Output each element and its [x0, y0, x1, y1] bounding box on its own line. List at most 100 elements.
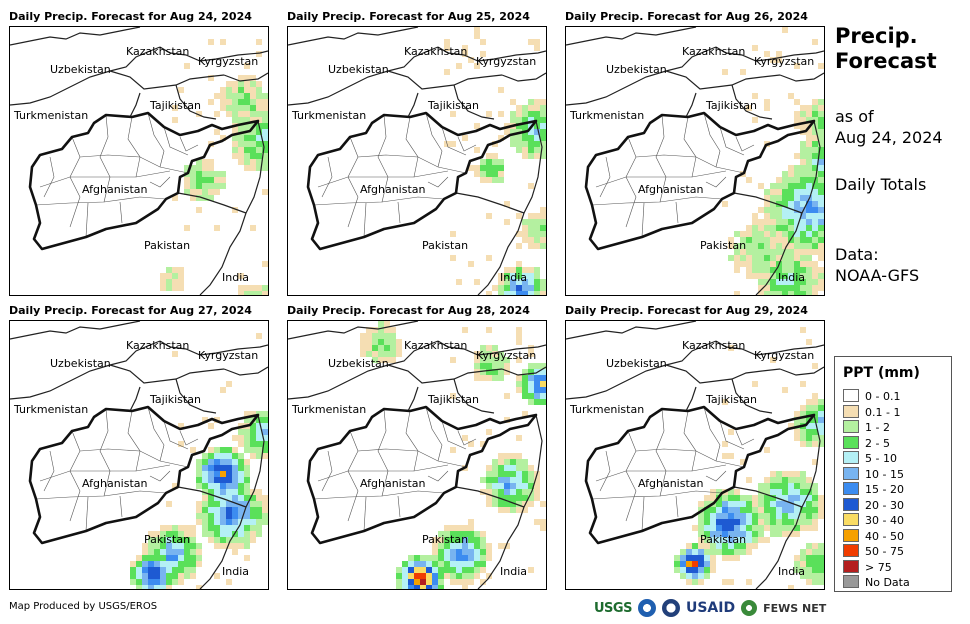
- legend-label: 0.1 - 1: [865, 405, 901, 419]
- credit-text: Map Produced by USGS/EROS: [9, 601, 158, 612]
- province-border: [441, 420, 467, 450]
- province-border: [149, 176, 171, 188]
- country-border: [733, 486, 803, 508]
- country-label-kyrgyzstan: Kyrgyzstan: [476, 55, 536, 68]
- legend-item: 5 - 10: [843, 451, 897, 465]
- legend-item: 50 - 75: [843, 544, 904, 558]
- country-label-uzbekistan: Uzbekistan: [50, 63, 111, 76]
- country-label-kyrgyzstan: Kyrgyzstan: [198, 55, 258, 68]
- legend-label: 10 - 15: [865, 467, 904, 481]
- country-label-kazakhstan: Kazakhstan: [404, 339, 467, 352]
- country-border: [223, 366, 268, 376]
- usaid-logo: USAID: [685, 600, 736, 616]
- province-border: [405, 116, 419, 178]
- country-label-pakistan: Pakistan: [144, 533, 190, 546]
- province-border: [377, 408, 389, 497]
- precip-map: Kazakhstan Kyrgyzstan Uzbekistan Tajikistan…: [287, 320, 547, 590]
- country-label-afghanistan: Afghanistan: [360, 477, 426, 490]
- country-border: [715, 46, 824, 62]
- country-label-kyrgyzstan: Kyrgyzstan: [198, 349, 258, 362]
- country-border: [288, 46, 439, 106]
- country-label-uzbekistan: Uzbekistan: [606, 63, 667, 76]
- country-border: [177, 486, 247, 508]
- country-label-turkmenistan: Turkmenistan: [291, 109, 366, 122]
- country-border: [715, 340, 824, 356]
- province-border: [591, 490, 723, 500]
- province-border: [119, 495, 123, 518]
- country-label-uzbekistan: Uzbekistan: [50, 357, 111, 370]
- country-label-kyrgyzstan: Kyrgyzstan: [476, 349, 536, 362]
- country-label-afghanistan: Afghanistan: [82, 477, 148, 490]
- country-label-india: India: [222, 271, 249, 284]
- precip-map-svg: Kazakhstan Kyrgyzstan Uzbekistan Tajikistan…: [566, 27, 824, 295]
- legend-label: 5 - 10: [865, 452, 897, 465]
- country-border: [477, 120, 543, 295]
- province-border: [43, 156, 55, 198]
- legend-label: 0 - 0.1: [865, 390, 901, 403]
- country-border: [665, 70, 781, 90]
- country-border: [779, 366, 824, 376]
- province-border: [397, 201, 401, 224]
- province-border: [705, 176, 727, 188]
- province-border: [149, 470, 171, 482]
- legend-item: 1 - 2: [843, 420, 890, 434]
- country-border: [437, 46, 546, 62]
- country-border: [10, 321, 141, 340]
- legend-item: 20 - 30: [843, 497, 904, 512]
- province-border: [163, 126, 189, 156]
- legend-label: > 75: [865, 560, 892, 574]
- province-border: [39, 464, 171, 482]
- province-border: [425, 112, 443, 168]
- country-border: [455, 192, 525, 214]
- province-border: [317, 464, 449, 482]
- province-border: [85, 202, 89, 238]
- country-label-india: India: [500, 565, 527, 578]
- province-border: [79, 154, 189, 174]
- province-border: [683, 410, 697, 472]
- legend-label: 50 - 75: [865, 545, 904, 558]
- country-border: [177, 192, 247, 214]
- afghanistan-outline: [584, 111, 816, 251]
- country-border: [288, 340, 439, 400]
- country-border: [685, 386, 697, 412]
- province-border: [321, 450, 333, 492]
- legend-swatch: [843, 451, 859, 464]
- afghanistan-outline: [28, 111, 260, 251]
- legend-item: 0.1 - 1: [843, 404, 901, 419]
- country-border: [129, 386, 141, 412]
- country-border: [109, 364, 225, 384]
- legend-swatch: [843, 482, 859, 495]
- precip-map-svg: Kazakhstan Kyrgyzstan Uzbekistan Tajikistan…: [10, 27, 268, 295]
- country-label-kazakhstan: Kazakhstan: [682, 339, 745, 352]
- province-border: [427, 470, 449, 482]
- precip-map: Kazakhstan Kyrgyzstan Uzbekistan Tajikistan…: [9, 26, 269, 296]
- province-border: [735, 430, 755, 446]
- country-label-turkmenistan: Turkmenistan: [569, 109, 644, 122]
- legend-title: PPT (mm): [843, 365, 920, 381]
- dos-seal-icon: [661, 599, 680, 617]
- data-source: Data: NOAA-GFS: [835, 244, 919, 286]
- country-label-turkmenistan: Turkmenistan: [569, 403, 644, 416]
- country-border: [455, 486, 525, 508]
- province-border: [321, 156, 333, 198]
- province-border: [127, 410, 141, 472]
- afghanistan-outline: [306, 111, 538, 251]
- province-border: [635, 154, 745, 174]
- province-border: [179, 430, 199, 446]
- forecast-panel-aug-27: Daily Precip. Forecast for Aug 27, 2024 …: [9, 304, 269, 590]
- country-label-afghanistan: Afghanistan: [360, 183, 426, 196]
- country-label-uzbekistan: Uzbekistan: [606, 357, 667, 370]
- country-border: [175, 378, 217, 414]
- precip-grid: [160, 39, 268, 295]
- forecast-panel-aug-24: Daily Precip. Forecast for Aug 24, 2024 …: [9, 10, 269, 296]
- country-border: [387, 70, 503, 90]
- province-border: [599, 450, 611, 492]
- province-border: [641, 202, 645, 238]
- country-label-uzbekistan: Uzbekistan: [328, 357, 389, 370]
- province-border: [719, 420, 745, 450]
- afghanistan-outline: [584, 405, 816, 545]
- country-label-kyrgyzstan: Kyrgyzstan: [754, 349, 814, 362]
- as-of-value: Aug 24, 2024: [835, 128, 943, 147]
- country-border: [288, 27, 419, 46]
- country-label-uzbekistan: Uzbekistan: [328, 63, 389, 76]
